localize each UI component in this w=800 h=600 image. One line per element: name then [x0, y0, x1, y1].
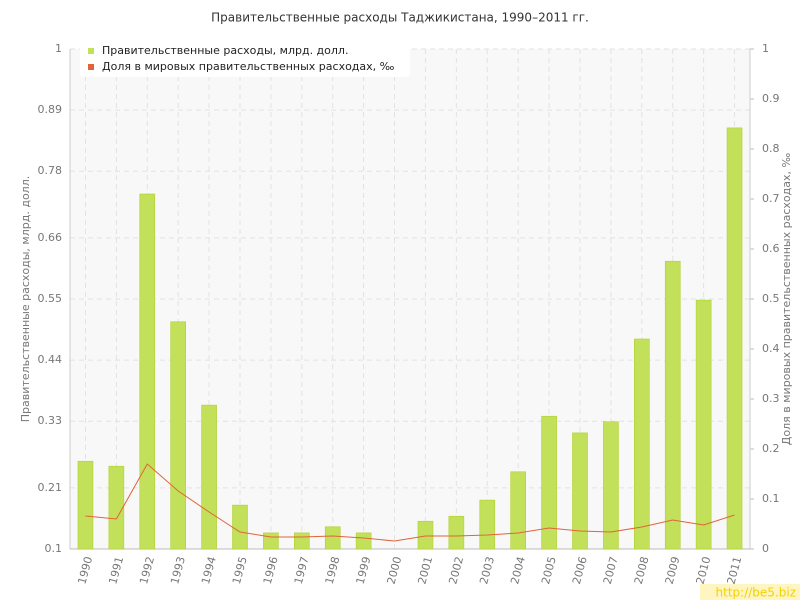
x-tick-label: 1990 [75, 555, 95, 585]
y2-tick-label: 0.8 [762, 142, 780, 155]
line [85, 463, 735, 542]
y2-tick-label: 0.1 [762, 492, 780, 505]
x-tick-label: 2004 [508, 555, 528, 585]
x-tick-label: 1991 [106, 555, 126, 585]
x-tick-label: 1993 [168, 555, 188, 585]
x-tick-label: 2002 [446, 555, 466, 585]
x-tick-label: 2001 [415, 555, 435, 585]
legend-swatch [88, 64, 94, 70]
y2-tick-label: 0.4 [762, 342, 780, 355]
x-tick-label: 2003 [477, 555, 497, 585]
x-tick-label: 1995 [230, 555, 250, 585]
y-tick-label: 0.66 [38, 231, 63, 244]
legend-box [80, 41, 410, 77]
legend-swatch [88, 48, 94, 54]
bar [201, 404, 217, 550]
y-tick-label: 0.55 [38, 292, 63, 305]
y2-axis-title: Доля в мировых правительственных расхода… [780, 153, 793, 446]
x-tick-label: 2008 [632, 555, 652, 585]
bar [664, 260, 681, 550]
y2-tick-label: 0.6 [762, 242, 780, 255]
legend-label: Доля в мировых правительственных расхода… [102, 60, 395, 73]
bar [324, 526, 341, 550]
y-tick-label: 0.44 [38, 353, 63, 366]
y-axis-title: Правительственные расходы, млрд. долл. [19, 176, 32, 422]
x-tick-label: 2010 [694, 555, 714, 585]
y-tick-label: 0.21 [38, 481, 63, 494]
bar [232, 504, 248, 550]
watermark: http://be5.biz [716, 586, 796, 600]
bar [572, 432, 588, 550]
bar [448, 515, 465, 550]
bar [726, 127, 743, 550]
bar [263, 532, 279, 550]
watermark-bg [700, 584, 800, 600]
y-tick-label: 0.1 [45, 542, 63, 555]
x-tick-label: 1994 [199, 555, 219, 585]
y2-tick-label: 0.9 [762, 92, 780, 105]
bar [603, 421, 619, 550]
legend-label: Правительственные расходы, млрд. долл. [102, 44, 348, 57]
bar [294, 532, 310, 550]
y-tick-label: 0.89 [38, 103, 63, 116]
bar [108, 465, 125, 550]
y2-tick-label: 0.5 [762, 292, 780, 305]
bar [355, 532, 372, 550]
x-tick-label: 2005 [539, 555, 559, 585]
bar [170, 321, 186, 550]
x-tick-label: 2009 [663, 555, 683, 585]
bar [541, 415, 557, 550]
bar [77, 460, 94, 550]
bar [417, 520, 434, 550]
y2-tick-label: 0.3 [762, 392, 780, 405]
y2-tick-label: 0.2 [762, 442, 780, 455]
bar [479, 499, 496, 550]
bar [695, 299, 712, 550]
x-tick-label: 1996 [261, 555, 281, 585]
x-tick-label: 2000 [385, 555, 405, 585]
x-tick-label: 1999 [354, 555, 374, 585]
y2-tick-label: 0.7 [762, 192, 780, 205]
y-tick-label: 1 [55, 42, 62, 55]
y2-tick-label: 1 [762, 42, 769, 55]
x-tick-label: 1992 [137, 555, 157, 585]
bar [139, 193, 156, 550]
y-tick-label: 0.33 [38, 414, 63, 427]
y2-tick-label: 0 [762, 542, 769, 555]
x-tick-label: 2007 [601, 555, 621, 585]
y-tick-label: 0.78 [38, 164, 63, 177]
x-tick-label: 2006 [570, 555, 590, 585]
chart-title: Правительственные расходы Таджикистана, … [211, 11, 589, 25]
x-tick-label: 1997 [292, 555, 312, 585]
bar [634, 338, 650, 550]
legend: Правительственные расходы, млрд. долл. До… [80, 41, 410, 77]
x-tick-label: 1998 [323, 555, 343, 585]
bar [510, 471, 526, 550]
x-tick-label: 2011 [725, 555, 745, 585]
